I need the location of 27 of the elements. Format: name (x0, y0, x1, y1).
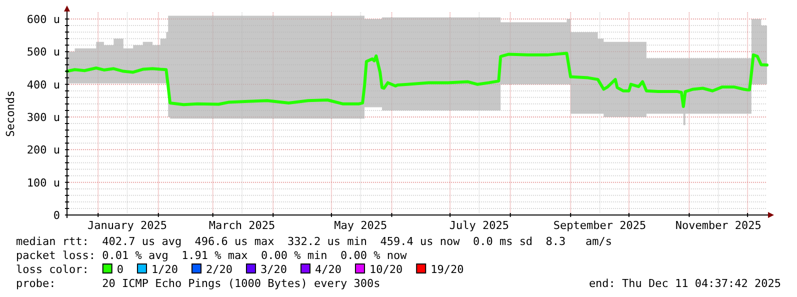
text: end: Thu Dec 11 04:37:42 2025 (588, 277, 781, 290)
y-tick-label: 300 u (26, 111, 60, 124)
text: median rtt: 402.7 us avg 496.6 us max 332.2 us min 459.4 us now 0.0 ms sd 8.3 am/s (16, 235, 612, 248)
y-tick-label: 600 u (26, 13, 60, 26)
legend-title: loss color: (16, 263, 89, 276)
y-tick-label: 200 u (26, 144, 60, 157)
x-tick-label: May 2025 (334, 219, 388, 232)
x-tick-label: March 2025 (208, 219, 276, 232)
x-tick-label: July 2025 (449, 219, 510, 232)
legend-label: 2/20 (206, 263, 232, 276)
legend-label: 0 (116, 263, 124, 276)
legend-label: 1/20 (151, 263, 178, 276)
legend-label: 19/20 (430, 263, 464, 276)
y-tick-label: 0 (53, 209, 60, 222)
x-tick-label: September 2025 (553, 219, 646, 232)
legend-label: 10/20 (369, 263, 403, 276)
x-tick-label: January 2025 (88, 219, 168, 232)
text: packet loss: 0.01 % avg 1.91 % max 0.00 % min 0.00 % now (16, 249, 408, 262)
y-tick-label: 500 u (26, 46, 60, 59)
y-tick-label: 100 u (26, 176, 60, 190)
y-axis-title: Seconds (4, 90, 17, 137)
legend-label: 4/20 (314, 263, 342, 276)
y-tick-label: 400 u (26, 78, 60, 92)
legend-label: 3/20 (260, 263, 287, 276)
text: probe: 20 ICMP Echo Pings (1000 Bytes) every 300s (16, 277, 380, 290)
line-series (66, 52, 768, 108)
x-tick-label: November 2025 (675, 219, 762, 232)
